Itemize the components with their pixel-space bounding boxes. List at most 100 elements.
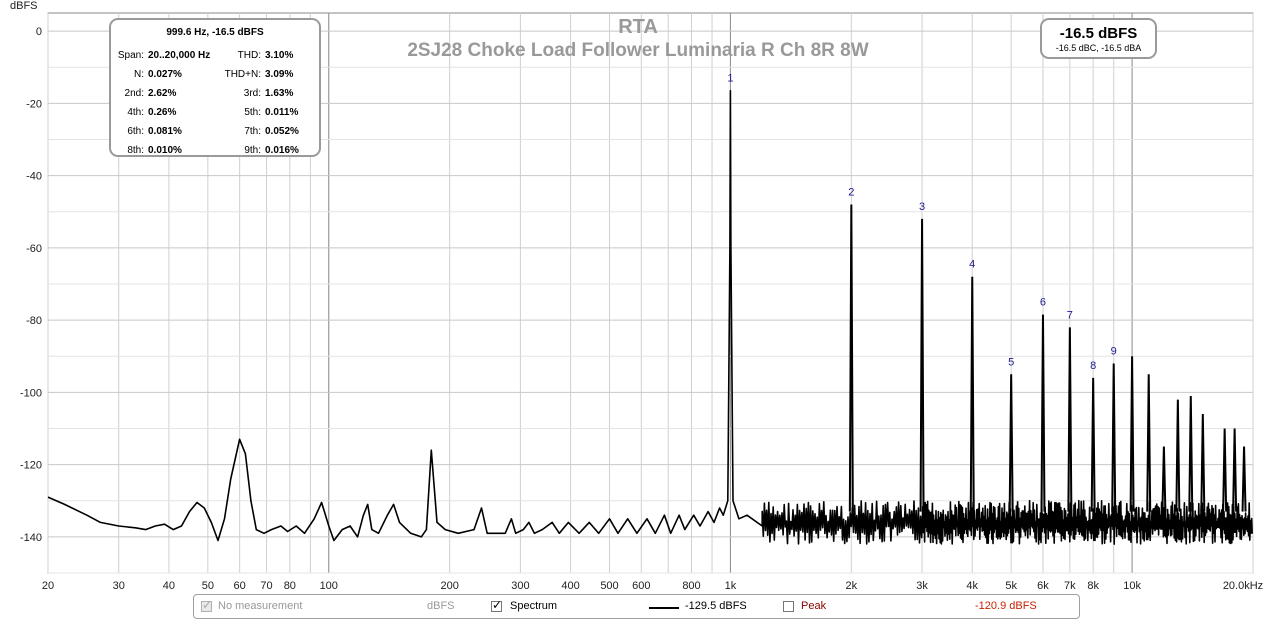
info-row: 8th: 0.010% 9th: 0.016%: [111, 141, 319, 160]
x-tick-label: 50: [202, 580, 214, 592]
x-tick-label: 500: [600, 580, 618, 592]
peak-label: Peak: [801, 600, 827, 612]
harmonic-marker: 1: [727, 73, 733, 85]
info-value: 0.016%: [265, 145, 299, 156]
x-tick-label: 40: [163, 580, 175, 592]
info-key: THD+N:: [224, 69, 261, 80]
harmonic-marker: 3: [919, 201, 925, 213]
level-main: -16.5 dBFS: [1059, 25, 1138, 42]
y-tick-label: -140: [20, 532, 42, 544]
info-value: 0.26%: [148, 107, 177, 118]
no-measurement-checkbox[interactable]: ✓: [201, 598, 213, 612]
harmonic-marker: 2: [848, 186, 854, 198]
x-tick-label: 20.0kHz: [1223, 580, 1263, 592]
legend-bar: ✓ No measurement dBFS ✓ Spectrum -129.5 …: [193, 594, 1080, 619]
x-tick-label: 300: [511, 580, 529, 592]
harmonic-spike: [1232, 428, 1238, 512]
harmonic-spike: [1161, 446, 1167, 512]
legend-unit: dBFS: [427, 600, 455, 612]
info-value: 20..20,000 Hz: [148, 50, 211, 61]
harmonic-spike: [1067, 327, 1073, 512]
x-tick-label: 20: [42, 580, 54, 592]
info-key: 3rd:: [243, 88, 261, 99]
harmonic-marker: 5: [1008, 356, 1014, 368]
info-key: 4th:: [127, 107, 144, 118]
spectrum-value: -129.5 dBFS: [685, 600, 747, 612]
spectrum-line-swatch: [649, 607, 679, 609]
info-value: 2.62%: [148, 88, 177, 99]
spectrum-checkbox[interactable]: ✓: [491, 598, 503, 612]
info-key: N:: [134, 69, 144, 80]
x-tick-label: 200: [440, 580, 458, 592]
info-key: 7th:: [244, 126, 261, 137]
x-tick-label: 3k: [916, 580, 928, 592]
x-tick-label: 5k: [1005, 580, 1017, 592]
harmonic-spike: [969, 276, 975, 512]
harmonic-spike: [1129, 356, 1135, 512]
harmonic-spike: [1008, 374, 1014, 512]
info-value: 0.011%: [265, 107, 299, 118]
chart-title: RTA: [618, 16, 658, 38]
info-key: 9th:: [244, 145, 261, 156]
y-tick-label: -60: [26, 243, 42, 255]
x-tick-label: 7k: [1064, 580, 1076, 592]
info-key: Span:: [117, 50, 144, 61]
harmonic-marker: 6: [1040, 297, 1046, 309]
level-readout-box: -16.5 dBFS -16.5 dBC, -16.5 dBA: [1040, 18, 1157, 59]
info-row: 6th: 0.081% 7th: 0.052%: [111, 122, 319, 141]
x-tick-label: 70: [260, 580, 272, 592]
y-tick-label: -80: [26, 315, 42, 327]
x-tick-label: 6k: [1037, 580, 1049, 592]
info-value: 3.10%: [265, 50, 294, 61]
harmonic-marker: 8: [1090, 360, 1096, 372]
info-value: 0.027%: [148, 69, 182, 80]
x-tick-label: 80: [284, 580, 296, 592]
harmonic-spike: [1111, 363, 1117, 512]
y-tick-label: -100: [20, 387, 42, 399]
peak-value: -120.9 dBFS: [975, 600, 1037, 612]
info-value: 0.052%: [265, 126, 299, 137]
info-key: 2nd:: [124, 88, 144, 99]
info-row: Span: 20..20,000 Hz THD: 3.10%: [111, 46, 319, 65]
no-measurement-label: No measurement: [218, 600, 303, 612]
info-row: 2nd: 2.62% 3rd: 1.63%: [111, 84, 319, 103]
harmonic-spike: [919, 218, 925, 512]
spectrum-line: [47, 89, 1253, 545]
peak-checkbox[interactable]: [783, 601, 794, 612]
x-tick-label: 600: [632, 580, 650, 592]
measurement-info-box: 999.6 Hz, -16.5 dBFS Span: 20..20,000 Hz T…: [109, 18, 321, 157]
harmonic-spike: [1040, 314, 1046, 512]
harmonic-spike: [1241, 446, 1247, 512]
info-value: 1.63%: [265, 88, 294, 99]
x-tick-label: 1k: [725, 580, 737, 592]
y-axis-label: dBFS: [10, 0, 38, 12]
y-tick-label: 0: [36, 26, 42, 38]
harmonic-spike: [848, 204, 854, 512]
info-header: 999.6 Hz, -16.5 dBFS: [166, 27, 264, 38]
spectrum-label: Spectrum: [510, 600, 558, 612]
y-tick-label: -40: [26, 171, 42, 183]
info-row: 4th: 0.26% 5th: 0.011%: [111, 103, 319, 122]
x-tick-label: 8k: [1087, 580, 1099, 592]
harmonic-spike: [1175, 399, 1181, 512]
x-tick-label: 100: [320, 580, 338, 592]
info-value: 0.081%: [148, 126, 182, 137]
info-key: THD:: [237, 50, 261, 61]
x-tick-label: 60: [234, 580, 246, 592]
chart-subtitle: 2SJ28 Choke Load Follower Luminaria R Ch…: [407, 40, 868, 61]
harmonic-spike: [1090, 377, 1096, 512]
info-key: 8th:: [127, 145, 144, 156]
info-key: 5th:: [244, 107, 261, 118]
harmonic-spike: [1146, 374, 1152, 512]
x-tick-label: 4k: [966, 580, 978, 592]
harmonic-marker: 4: [969, 259, 975, 271]
info-row: N: 0.027% THD+N: 3.09%: [111, 65, 319, 84]
y-tick-label: -20: [26, 98, 42, 110]
x-tick-label: 2k: [846, 580, 858, 592]
info-value: 3.09%: [265, 69, 294, 80]
info-value: 0.010%: [148, 145, 182, 156]
harmonic-spike: [1188, 395, 1194, 512]
level-weighted: -16.5 dBC, -16.5 dBA: [1055, 43, 1142, 53]
x-tick-label: 400: [561, 580, 579, 592]
x-tick-label: 10k: [1123, 580, 1141, 592]
